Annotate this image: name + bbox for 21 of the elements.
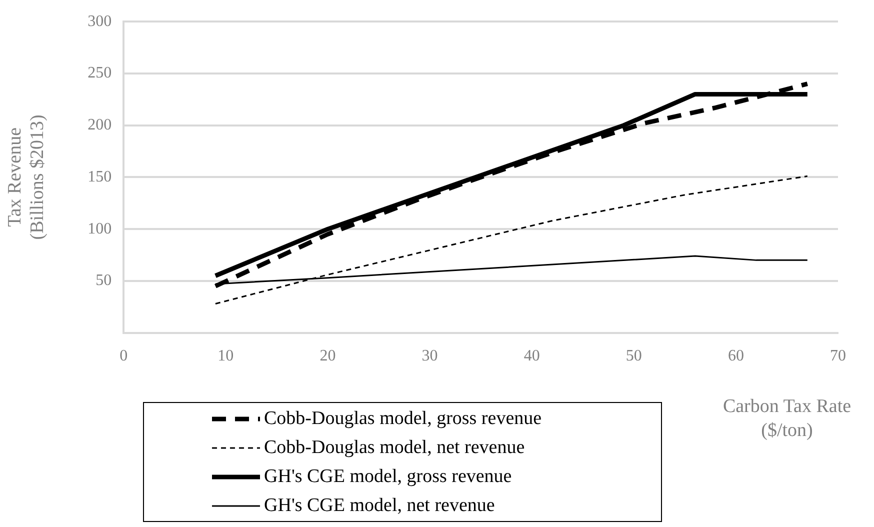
y-tick-label: 50 <box>96 272 112 290</box>
x-tick-label: 60 <box>728 348 744 365</box>
x-tick-label: 10 <box>218 348 234 365</box>
x-tick-label: 70 <box>830 348 846 365</box>
y-tick-label: 250 <box>88 64 112 82</box>
y-tick-label: 150 <box>88 168 112 186</box>
x-tick-label: 30 <box>422 348 438 365</box>
y-tick-label: 200 <box>88 116 112 134</box>
x-tick-label: 20 <box>320 348 336 365</box>
x-tick-label: 50 <box>626 348 642 365</box>
legend-label: GH's CGE model, gross revenue <box>264 466 512 488</box>
legend-label: Cobb-Douglas model, gross revenue <box>264 408 542 430</box>
legend-label: Cobb-Douglas model, net revenue <box>264 436 525 458</box>
line-series <box>214 175 808 305</box>
y-axis-title: Tax Revenue (Billions $2013) <box>4 114 48 240</box>
y-tick-label: 100 <box>88 220 112 238</box>
x-tick-label: 0 <box>120 348 128 365</box>
y-tick-label: 300 <box>88 12 112 30</box>
x-tick-label: 40 <box>524 348 540 365</box>
x-axis-title: Carbon Tax Rate ($/ton) <box>722 395 852 443</box>
legend-label: GH's CGE model, net revenue <box>264 494 495 516</box>
